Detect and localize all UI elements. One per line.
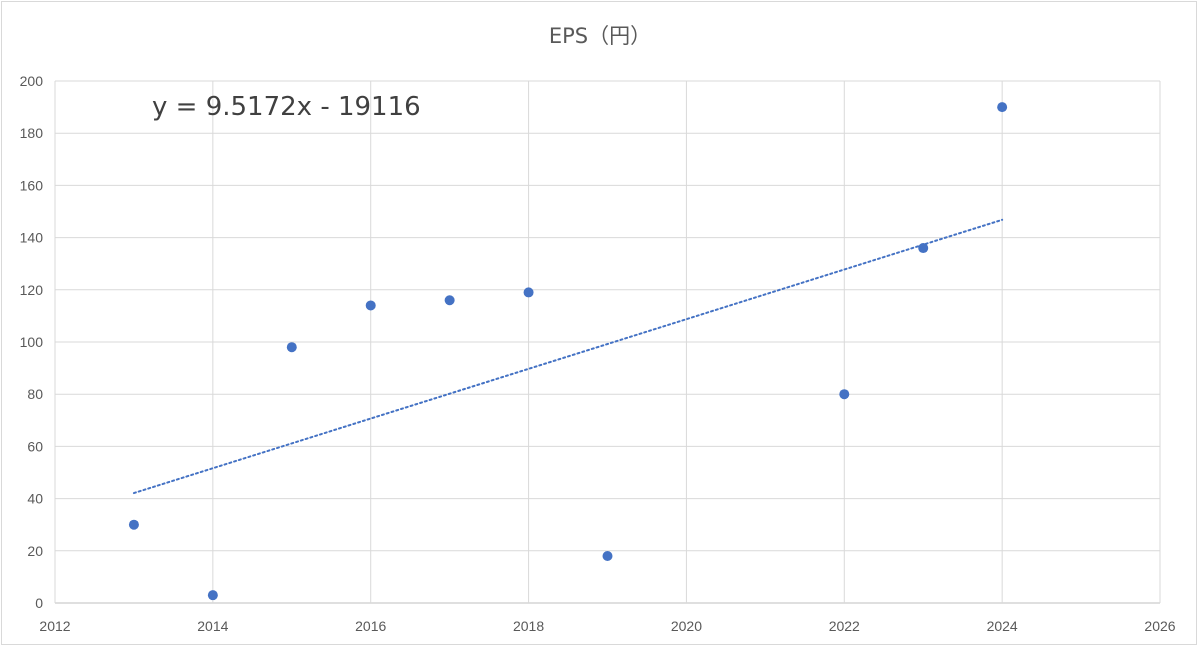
y-axis-ticks: 0 20 40 60 80 100 120 140 160 180 200 bbox=[20, 73, 44, 611]
data-point bbox=[128, 519, 139, 530]
data-point bbox=[602, 551, 613, 562]
x-tick-label: 2026 bbox=[1144, 618, 1175, 634]
data-points bbox=[128, 102, 1008, 601]
chart-title: EPS（円） bbox=[548, 24, 652, 48]
data-point bbox=[207, 590, 218, 601]
trendline-equation: y = 9.5172x - 19116 bbox=[152, 92, 421, 122]
data-point bbox=[286, 342, 297, 353]
y-tick-label: 40 bbox=[27, 491, 43, 507]
trendline-group bbox=[132, 218, 1004, 495]
x-axis-ticks: 2012 2014 2016 2018 2020 2022 2024 2026 bbox=[39, 618, 1175, 634]
y-tick-label: 120 bbox=[20, 282, 44, 298]
x-tick-label: 2020 bbox=[671, 618, 702, 634]
y-tick-label: 100 bbox=[20, 334, 44, 350]
x-tick-label: 2022 bbox=[829, 618, 860, 634]
y-tick-label: 0 bbox=[35, 595, 43, 611]
data-point bbox=[365, 300, 376, 311]
y-tick-label: 60 bbox=[27, 438, 43, 454]
data-point bbox=[523, 287, 534, 298]
y-tick-label: 20 bbox=[27, 543, 43, 559]
y-tick-label: 160 bbox=[20, 177, 44, 193]
data-point bbox=[839, 389, 850, 400]
data-point bbox=[997, 102, 1008, 113]
x-tick-label: 2012 bbox=[39, 618, 70, 634]
x-tick-label: 2018 bbox=[513, 618, 544, 634]
data-point bbox=[444, 295, 455, 306]
x-tick-label: 2016 bbox=[355, 618, 386, 634]
gridlines bbox=[54, 80, 1161, 604]
y-tick-label: 180 bbox=[20, 125, 44, 141]
x-tick-label: 2014 bbox=[197, 618, 228, 634]
y-tick-label: 200 bbox=[20, 73, 44, 89]
x-tick-label: 2024 bbox=[987, 618, 1018, 634]
trendline bbox=[132, 218, 1004, 495]
y-tick-label: 80 bbox=[27, 386, 43, 402]
y-tick-label: 140 bbox=[20, 230, 44, 246]
data-point bbox=[918, 243, 929, 254]
